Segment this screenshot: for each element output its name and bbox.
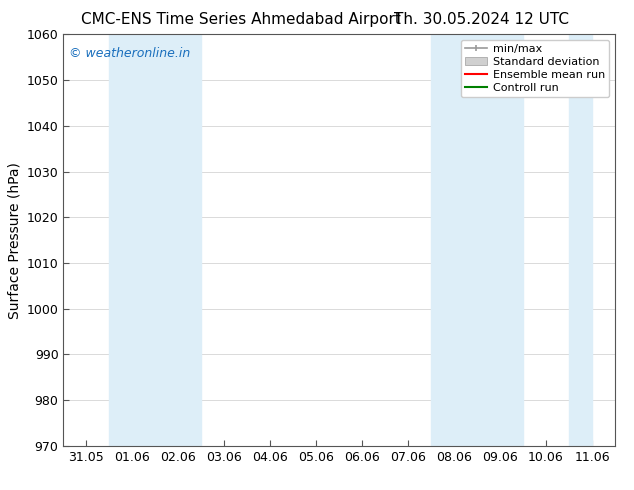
Text: CMC-ENS Time Series Ahmedabad Airport: CMC-ENS Time Series Ahmedabad Airport bbox=[81, 12, 401, 27]
Y-axis label: Surface Pressure (hPa): Surface Pressure (hPa) bbox=[7, 162, 21, 318]
Bar bbox=[569, 34, 592, 446]
Bar bbox=[110, 34, 202, 446]
Legend: min/max, Standard deviation, Ensemble mean run, Controll run: min/max, Standard deviation, Ensemble me… bbox=[460, 40, 609, 97]
Bar bbox=[431, 34, 523, 446]
Text: © weatheronline.in: © weatheronline.in bbox=[69, 47, 190, 60]
Text: Th. 30.05.2024 12 UTC: Th. 30.05.2024 12 UTC bbox=[394, 12, 569, 27]
